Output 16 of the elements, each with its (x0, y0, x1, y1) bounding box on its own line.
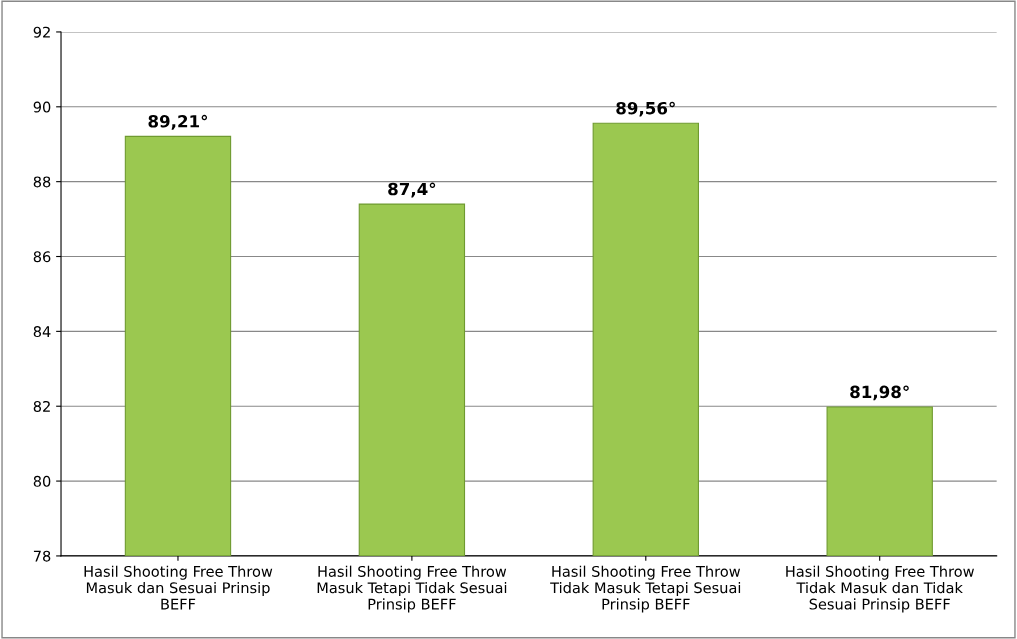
y-tick-label: 80 (33, 475, 51, 487)
y-tick-label: 78 (33, 550, 51, 562)
y-tick-label: 82 (33, 400, 50, 412)
y-tick-label: 84 (33, 326, 51, 338)
x-tick-label: Hasil Shooting Free Throw Masuk dan Sesuai Prinsip BEFF (84, 565, 273, 610)
x-tick-label: Hasil Shooting Free Throw Masuk Tetapi Tidak Sesuai Prinsip BEFF (317, 565, 507, 613)
x-tick-label: Hasil Shooting Free Throw Tidak Masuk Tetapi Sesuai Prinsip BEFF (550, 565, 741, 613)
y-tick-label: 92 (33, 26, 50, 38)
data-label: 89,56° (616, 101, 675, 117)
y-tick-label: 88 (33, 176, 51, 188)
data-label: 81,98° (850, 385, 909, 401)
data-label: 89,21° (148, 114, 208, 130)
y-tick-label: 90 (33, 101, 51, 113)
data-label: 87,4° (388, 182, 436, 198)
x-tick-label: Hasil Shooting Free Throw Tidak Masuk dan Tidak Sesuai Prinsip BEFF (786, 565, 974, 613)
y-tick-label: 86 (33, 251, 51, 263)
